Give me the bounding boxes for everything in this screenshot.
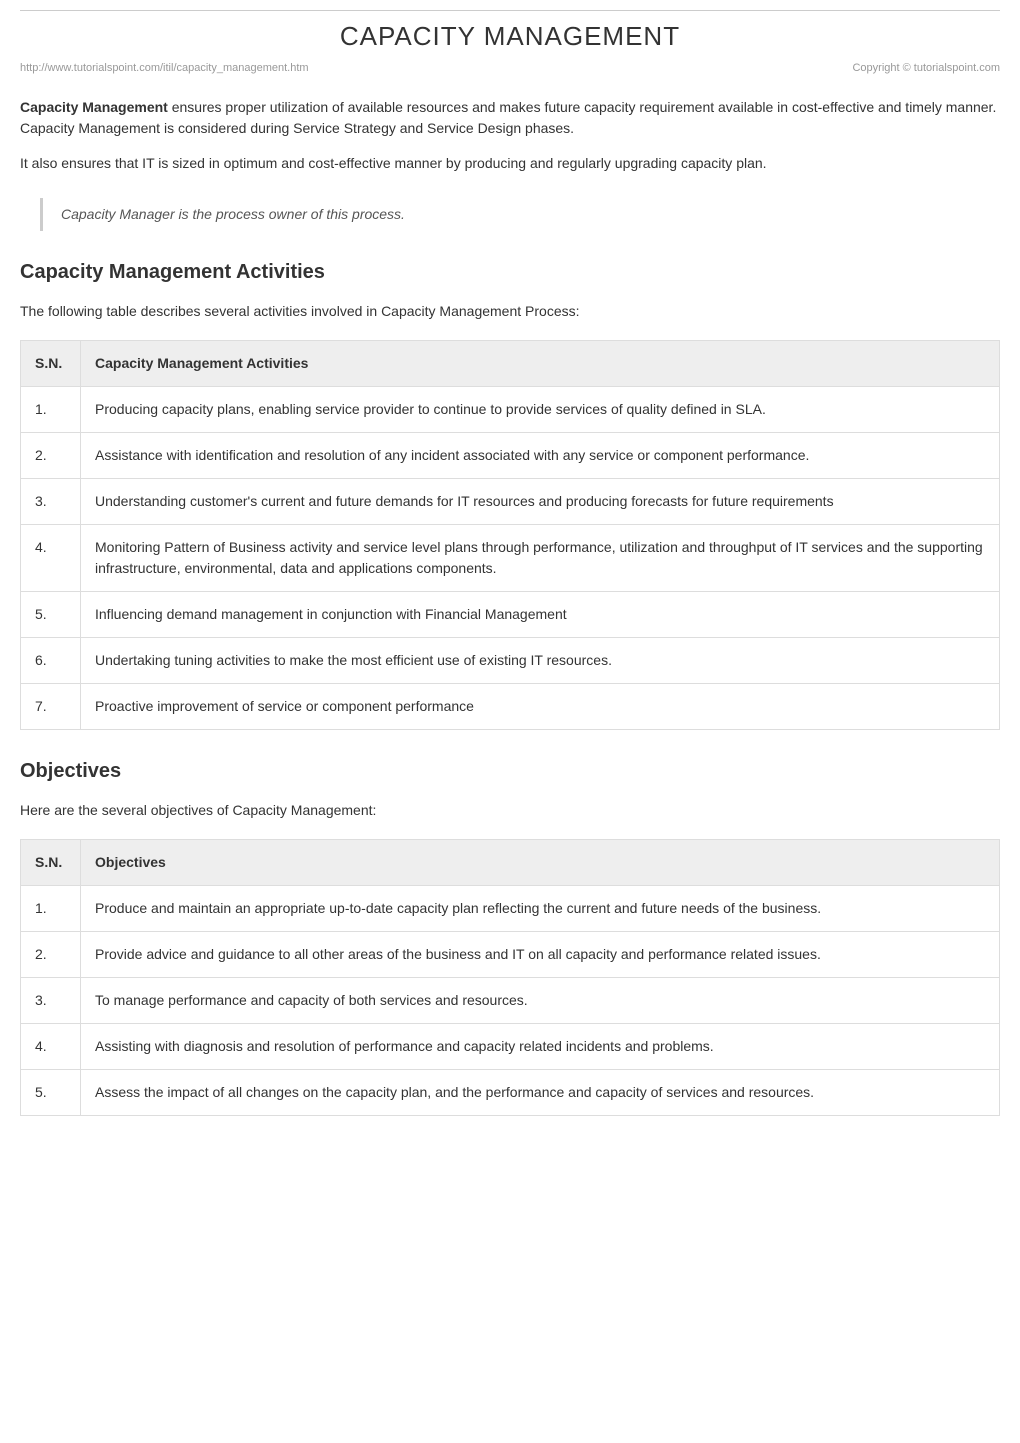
activities-table: S.N. Capacity Management Activities 1. P… [20, 340, 1000, 730]
row-sn: 4. [21, 1023, 81, 1069]
intro-bold-lead: Capacity Management [20, 99, 168, 115]
table-row: 7. Proactive improvement of service or c… [21, 683, 1000, 729]
table-row: 1. Produce and maintain an appropriate u… [21, 885, 1000, 931]
intro-para-1: Capacity Management ensures proper utili… [20, 97, 1000, 139]
row-sn: 2. [21, 931, 81, 977]
row-sn: 2. [21, 432, 81, 478]
row-text: Monitoring Pattern of Business activity … [81, 524, 1000, 591]
table-row: 4. Monitoring Pattern of Business activi… [21, 524, 1000, 591]
row-sn: 5. [21, 591, 81, 637]
page-title: CAPACITY MANAGEMENT [20, 17, 1000, 56]
row-sn: 1. [21, 386, 81, 432]
row-text: Produce and maintain an appropriate up-t… [81, 885, 1000, 931]
table-row: 1. Producing capacity plans, enabling se… [21, 386, 1000, 432]
row-sn: 5. [21, 1069, 81, 1115]
objectives-table: S.N. Objectives 1. Produce and maintain … [20, 839, 1000, 1116]
row-text: Provide advice and guidance to all other… [81, 931, 1000, 977]
table-row: 3. To manage performance and capacity of… [21, 977, 1000, 1023]
objectives-lead: Here are the several objectives of Capac… [20, 800, 1000, 821]
objectives-heading: Objectives [20, 756, 1000, 786]
table-row: 2. Provide advice and guidance to all ot… [21, 931, 1000, 977]
row-text: Assess the impact of all changes on the … [81, 1069, 1000, 1115]
row-sn: 4. [21, 524, 81, 591]
intro-para-2: It also ensures that IT is sized in opti… [20, 153, 1000, 174]
row-text: Undertaking tuning activities to make th… [81, 637, 1000, 683]
table-row: 5. Assess the impact of all changes on t… [21, 1069, 1000, 1115]
row-text: Understanding customer's current and fut… [81, 478, 1000, 524]
activities-col-desc: Capacity Management Activities [81, 340, 1000, 386]
table-row: 6. Undertaking tuning activities to make… [21, 637, 1000, 683]
row-sn: 6. [21, 637, 81, 683]
top-divider [20, 10, 1000, 11]
activities-heading: Capacity Management Activities [20, 257, 1000, 287]
table-row: 3. Understanding customer's current and … [21, 478, 1000, 524]
row-sn: 3. [21, 977, 81, 1023]
row-sn: 7. [21, 683, 81, 729]
activities-lead: The following table describes several ac… [20, 301, 1000, 322]
copyright-text: Copyright © tutorialspoint.com [852, 60, 1000, 77]
row-text: Influencing demand management in conjunc… [81, 591, 1000, 637]
table-row: 2. Assistance with identification and re… [21, 432, 1000, 478]
row-text: Assisting with diagnosis and resolution … [81, 1023, 1000, 1069]
table-row: 5. Influencing demand management in conj… [21, 591, 1000, 637]
row-text: To manage performance and capacity of bo… [81, 977, 1000, 1023]
objectives-col-sn: S.N. [21, 839, 81, 885]
objectives-col-desc: Objectives [81, 839, 1000, 885]
row-sn: 1. [21, 885, 81, 931]
row-text: Producing capacity plans, enabling servi… [81, 386, 1000, 432]
row-sn: 3. [21, 478, 81, 524]
process-owner-quote: Capacity Manager is the process owner of… [40, 198, 1000, 231]
table-row: 4. Assisting with diagnosis and resoluti… [21, 1023, 1000, 1069]
meta-row: http://www.tutorialspoint.com/itil/capac… [20, 60, 1000, 77]
row-text: Proactive improvement of service or comp… [81, 683, 1000, 729]
source-url-link[interactable]: http://www.tutorialspoint.com/itil/capac… [20, 60, 309, 77]
activities-col-sn: S.N. [21, 340, 81, 386]
row-text: Assistance with identification and resol… [81, 432, 1000, 478]
